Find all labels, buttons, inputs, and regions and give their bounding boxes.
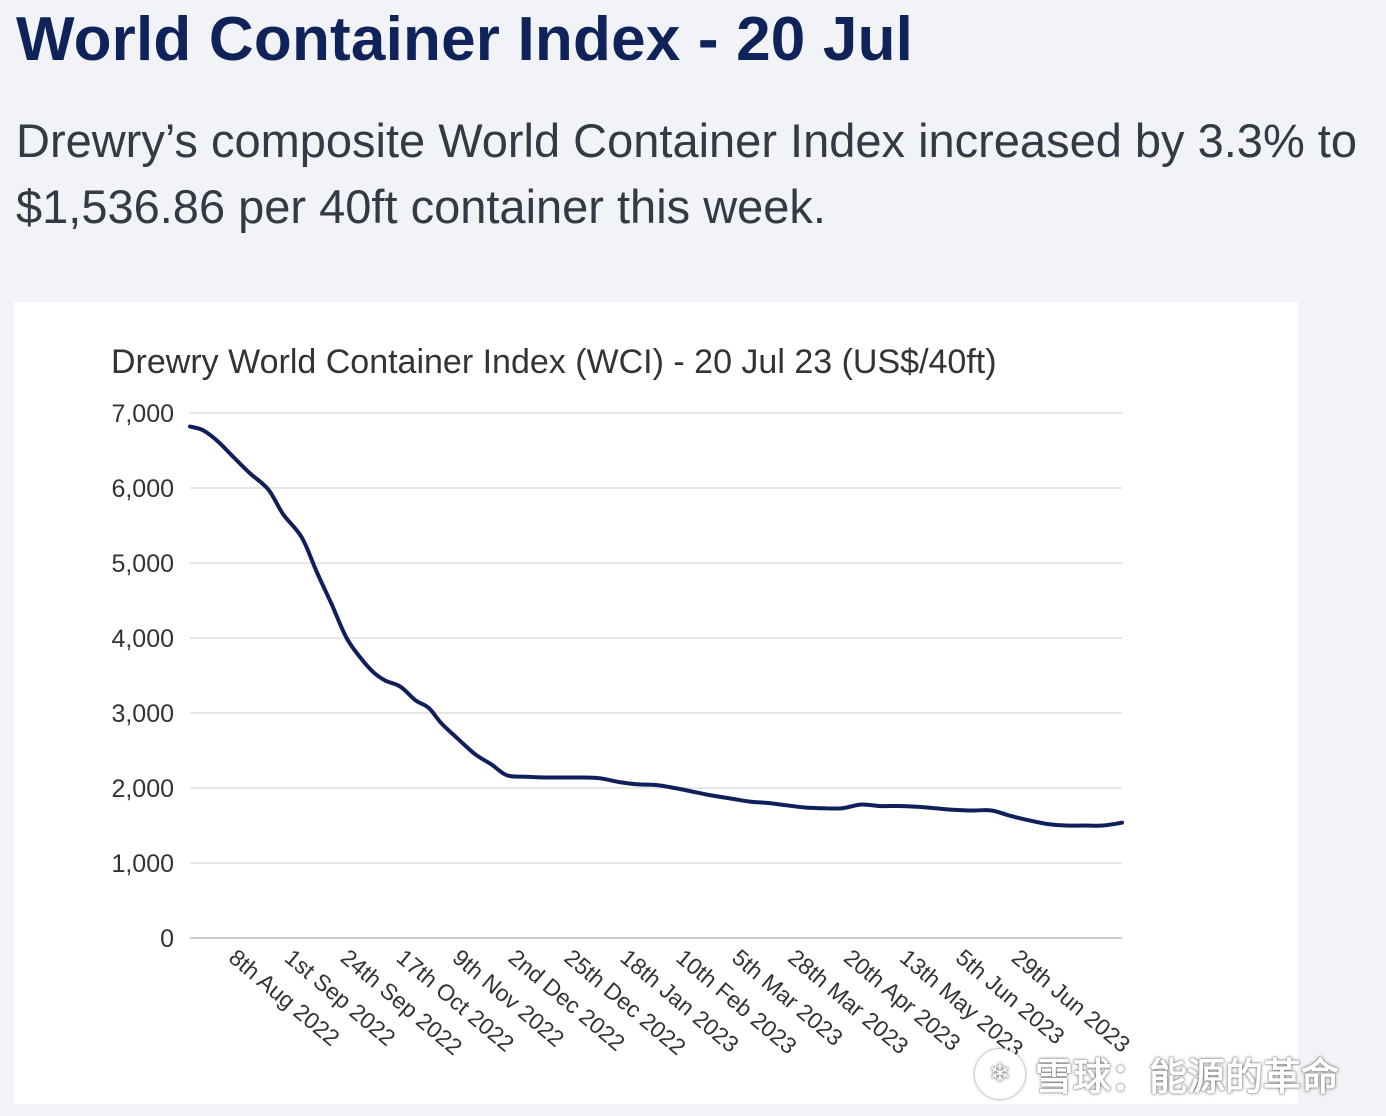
- y-axis-labels: 0 1,000 2,000 3,000 4,000 5,000 6,000 7,000: [111, 400, 174, 953]
- series-layer: [188, 424, 1124, 828]
- snowball-logo-icon: ❄: [975, 1048, 1025, 1099]
- y-tick-label: 7,000: [111, 400, 174, 428]
- summary-text: Drewry’s composite World Container Index…: [16, 114, 1357, 233]
- grid-lines: [190, 412, 1122, 939]
- y-tick-label: 0: [160, 925, 174, 953]
- y-tick-label: 1,000: [111, 850, 174, 878]
- watermark: ❄ 雪球：能源的革命: [975, 1046, 1339, 1101]
- page-title: World Container Index - 20 Jul: [16, 5, 914, 74]
- chart-card: Drewry World Container Index (WCI) - 20 …: [14, 302, 1298, 1104]
- y-tick-label: 5,000: [111, 550, 174, 578]
- watermark-text: 雪球：能源的革命: [1035, 1055, 1340, 1099]
- wci-line-chart: Drewry World Container Index (WCI) - 20 …: [111, 343, 1135, 1062]
- y-tick-label: 4,000: [111, 625, 174, 653]
- series-line-wci: [188, 424, 1124, 828]
- y-tick-label: 6,000: [111, 475, 174, 503]
- chart-title: Drewry World Container Index (WCI) - 20 …: [111, 343, 997, 381]
- y-tick-label: 3,000: [111, 700, 174, 728]
- y-tick-label: 2,000: [111, 775, 174, 803]
